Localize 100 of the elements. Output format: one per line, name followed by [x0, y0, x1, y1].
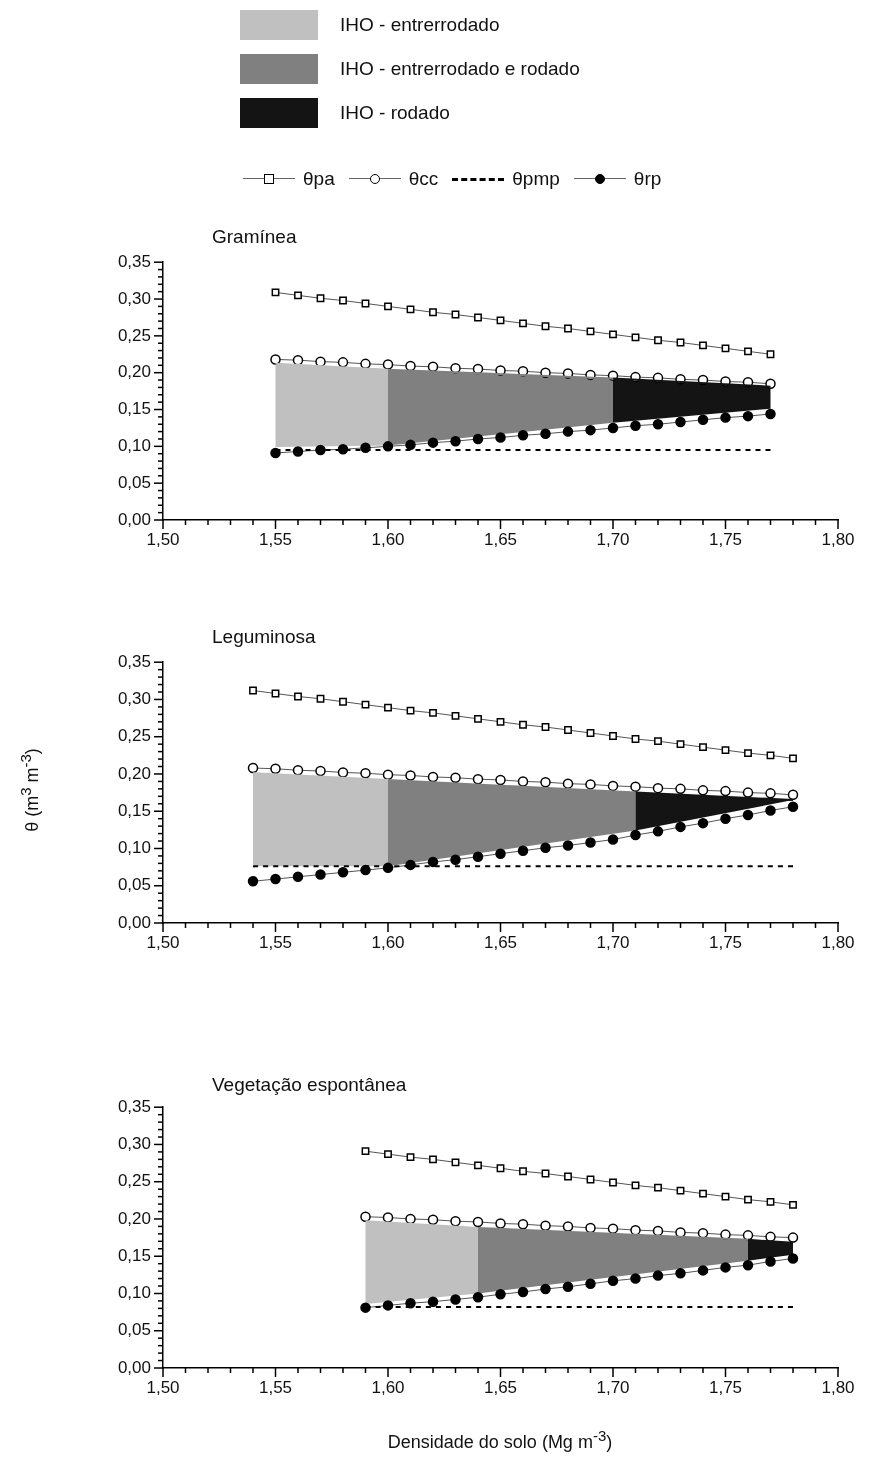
point — [721, 746, 730, 755]
point — [789, 754, 797, 763]
point — [630, 781, 641, 792]
point — [472, 433, 484, 445]
y-tick-label: 0,10 — [117, 838, 151, 858]
chart-title: Gramínea — [212, 226, 297, 248]
point — [697, 817, 709, 829]
x-tick-label: 1,80 — [821, 932, 855, 952]
point — [541, 322, 550, 331]
point — [315, 869, 326, 880]
point — [765, 788, 776, 799]
point — [630, 420, 641, 431]
point — [675, 1227, 686, 1238]
y-tick-label: 0,35 — [117, 1096, 151, 1116]
point — [744, 749, 752, 758]
point — [427, 437, 439, 448]
point — [541, 723, 550, 731]
point — [427, 771, 439, 783]
point — [495, 774, 506, 786]
point — [562, 426, 574, 437]
y-tick-label: 0,00 — [117, 1357, 151, 1377]
point — [540, 842, 551, 853]
point — [697, 414, 709, 426]
point — [654, 1183, 662, 1192]
x-tick-label: 1,70 — [596, 1377, 630, 1397]
point — [630, 1224, 641, 1236]
point — [630, 829, 641, 841]
point — [495, 848, 506, 859]
point — [450, 772, 461, 783]
point — [337, 357, 349, 368]
point — [405, 1213, 416, 1225]
point — [789, 1200, 797, 1209]
point — [292, 765, 304, 776]
point — [294, 692, 302, 701]
point — [607, 834, 619, 845]
point — [697, 1265, 709, 1276]
point — [519, 720, 527, 729]
point — [654, 336, 662, 345]
point — [270, 763, 281, 775]
y-tick-label: 0,25 — [117, 1171, 151, 1191]
point — [631, 735, 640, 743]
point — [495, 1288, 506, 1300]
y-tick-label: 0,10 — [117, 1283, 151, 1303]
point — [247, 762, 259, 774]
point — [562, 1281, 574, 1293]
legend-label: IHO - entrerrodado — [340, 14, 500, 36]
y-tick-label: 0,05 — [117, 472, 151, 492]
y-tick-label: 0,20 — [117, 362, 151, 382]
point — [699, 1189, 707, 1198]
point — [742, 787, 754, 798]
point — [676, 740, 685, 749]
point — [607, 780, 619, 792]
x-tick-label: 1,50 — [146, 932, 180, 952]
point — [720, 412, 731, 423]
point — [697, 785, 709, 796]
legend-label: θcc — [408, 168, 439, 190]
point — [631, 333, 640, 342]
point — [472, 773, 484, 785]
point — [384, 302, 392, 311]
x-tick-label: 1,60 — [371, 1377, 405, 1397]
point — [315, 765, 326, 777]
point — [540, 1220, 551, 1231]
y-tick-label: 0,35 — [117, 251, 151, 271]
point — [609, 1178, 617, 1187]
point — [609, 330, 617, 339]
x-tick-label: 1,80 — [821, 1377, 855, 1397]
point — [562, 1221, 574, 1232]
point — [472, 1216, 484, 1228]
x-tick-label: 1,65 — [483, 529, 518, 549]
x-tick-label: 1,65 — [483, 1377, 518, 1397]
point — [654, 737, 662, 746]
point — [270, 354, 281, 365]
point — [744, 347, 752, 356]
point — [249, 686, 257, 695]
point — [384, 703, 392, 712]
y-tick-label: 0,30 — [117, 288, 151, 308]
point — [720, 813, 731, 824]
point — [427, 856, 439, 868]
point — [406, 706, 415, 715]
x-tick-label: 1,65 — [483, 932, 518, 952]
point — [382, 1212, 394, 1223]
x-axis-title: Densidade do solo (Mg m$^{-3}$) — [387, 1427, 613, 1453]
point — [427, 1214, 439, 1225]
point — [765, 1256, 776, 1267]
point — [540, 428, 551, 440]
point — [405, 770, 416, 781]
y-tick-label: 0,20 — [117, 1208, 151, 1228]
point — [517, 1286, 529, 1298]
point — [766, 1197, 775, 1206]
y-tick-label: 0,30 — [117, 1134, 151, 1154]
point — [429, 708, 437, 717]
point — [429, 308, 437, 317]
x-tick-label: 1,55 — [258, 529, 293, 549]
point — [519, 1167, 527, 1176]
point — [721, 1192, 730, 1201]
y-tick-label: 0,05 — [117, 875, 151, 895]
legend-label: θrp — [633, 168, 662, 190]
point — [337, 867, 349, 878]
point — [787, 1253, 799, 1264]
x-tick-label: 1,80 — [821, 529, 855, 549]
